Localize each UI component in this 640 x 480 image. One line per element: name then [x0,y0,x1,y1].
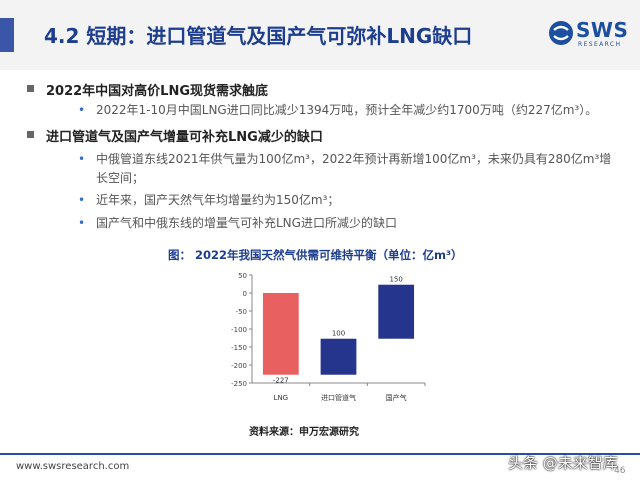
footer-url[interactable]: www.swsresearch.com [16,461,130,472]
bar-data-label: -227 [273,377,289,385]
section-heading-1: 2022年中国对高价LNG现货需求触底 [27,80,269,99]
bar-data-label: 150 [389,276,402,284]
section-heading-text: 2022年中国对高价LNG现货需求触底 [46,84,269,99]
dot-bullet-icon: • [78,103,86,117]
square-bullet-icon [27,85,34,92]
bar-2 [320,338,357,375]
watermark: 头条 @未来智库 [508,454,618,472]
bullet-text: 近年来，国产天然气年均增量约为150亿m³； [96,193,340,207]
section-heading-2: 进口管道气及国产气增量可补充LNG减少的缺口 [27,126,323,145]
bar-1 [262,293,299,375]
bullet-item: • 中俄管道东线2021年供气量为100亿m³，2022年预计再新增100亿m³… [78,150,616,188]
bullet-text: 中俄管道东线2021年供气量为100亿m³，2022年预计再新增100亿m³，未… [96,152,612,185]
dot-bullet-icon: • [78,193,86,207]
y-tick-label: -100 [231,326,247,334]
bullet-item: • 近年来，国产天然气年均增量约为150亿m³； [78,191,616,210]
sws-logo: SWS RESEARCH [548,18,629,50]
x-category-label: 国产气 [386,393,407,402]
y-tick-label: -200 [231,362,247,370]
bar-3 [378,284,415,339]
y-tick-label: -250 [231,380,247,388]
y-tick-label: -150 [231,344,247,352]
y-tick-label: 0 [243,290,247,298]
page-title: 4.2 短期：进口管道气及国产气可弥补LNG缺口 [44,24,473,48]
y-tick-label: 50 [238,272,247,280]
section-heading-text: 进口管道气及国产气增量可补充LNG减少的缺口 [46,130,323,145]
bar-data-label: 100 [332,330,345,338]
sws-logo-icon [549,21,573,45]
logo-subtext: RESEARCH [578,41,622,48]
dot-bullet-icon: • [78,216,86,230]
bullet-text: 2022年1-10月中国LNG进口同比减少1394万吨，预计全年减少约1700万… [96,103,598,117]
title-bar: 4.2 短期：进口管道气及国产气可弥补LNG缺口 SWS RESEARCH [0,0,640,70]
bullet-item: • 2022年1-10月中国LNG进口同比减少1394万吨，预计全年减少约170… [78,101,616,120]
footer-divider [0,453,640,455]
bullet-item: • 国产气和中俄东线的增量气可补充LNG进口所减少的缺口 [78,214,616,233]
x-category-label: 进口管道气 [321,393,356,402]
page-number: 46 [614,466,626,476]
chart-source: 资料来源：申万宏源研究 [249,427,359,438]
square-bullet-icon [27,131,34,138]
logo-text: SWS [576,18,629,42]
title-accent-bar [0,18,14,52]
y-tick-label: -50 [236,308,247,316]
x-category-label: LNG [274,394,289,402]
waterfall-chart: 50 0 -50 -100 -150 -200 -250 -227 LNG 100 进口管道气 150… [231,272,426,402]
dot-bullet-icon: • [78,152,86,166]
bullet-text: 国产气和中俄东线的增量气可补充LNG进口所减少的缺口 [96,216,397,230]
chart-title: 图： 2022年我国天然气供需可维持平衡（单位：亿m³） [168,248,463,262]
